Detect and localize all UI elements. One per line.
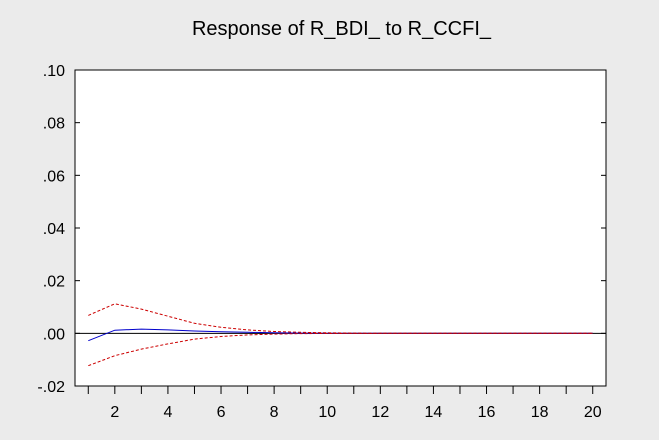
y-tick-label: .04 xyxy=(43,221,65,238)
chart-title: Response of R_BDI_ to R_CCFI_ xyxy=(191,18,492,40)
y-tick-label: -.02 xyxy=(37,379,65,396)
x-tick-label: 16 xyxy=(478,404,496,421)
x-tick-label: 10 xyxy=(318,404,336,421)
series-group xyxy=(88,303,593,367)
series-line-lower-band xyxy=(88,332,593,367)
y-tick-label: .10 xyxy=(43,63,65,80)
x-tick-label: 20 xyxy=(584,404,602,421)
x-tick-label: 8 xyxy=(270,404,279,421)
x-tick-label: 4 xyxy=(163,404,172,421)
x-tick-label: 14 xyxy=(425,404,443,421)
y-axis: -.02 .00 .02 .04 .06 .08 .10 xyxy=(37,63,606,396)
plot-area xyxy=(74,69,607,387)
x-tick-label: 12 xyxy=(371,404,389,421)
y-tick-label: .08 xyxy=(43,116,65,133)
x-tick-label: 6 xyxy=(217,404,226,421)
y-tick-label: .02 xyxy=(43,274,65,291)
x-axis: 2 4 6 8 10 12 14 16 18 20 xyxy=(87,386,602,421)
y-tick-label: .06 xyxy=(43,168,65,185)
x-tick-label: 2 xyxy=(110,404,119,421)
y-tick-label: .00 xyxy=(43,326,65,343)
x-tick-label: 18 xyxy=(531,404,549,421)
